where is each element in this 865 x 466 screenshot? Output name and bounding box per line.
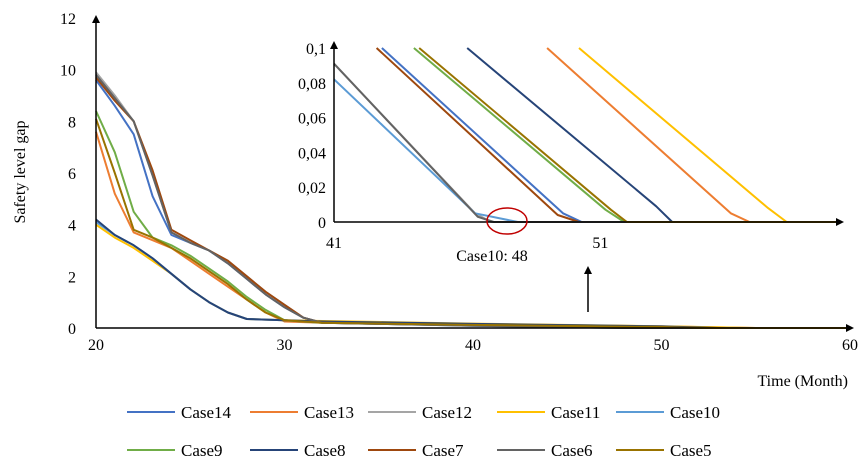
legend-item-case7: Case7 [368,441,464,460]
legend-label: Case5 [670,441,712,460]
x-axis-label: Time (Month) [757,373,848,390]
inset-tick-labels: 41 51 0 0,02 0,04 0,06 0,08 0,1 [298,41,608,252]
inset-y-tick-label: 0,08 [298,76,326,93]
y-tick-label: 6 [68,166,76,183]
inset-x-tick-label: 41 [326,235,342,252]
inset-y-tick-label: 0,02 [298,180,326,197]
case10-annotation: Case10: 48 [456,248,528,265]
legend: Case14 Case13 Case12 Case11 Case10 Case9 Case8… [127,403,720,460]
legend-label: Case13 [304,403,354,422]
legend-label: Case8 [304,441,346,460]
inset-y-tick-label: 0,1 [306,41,326,58]
x-tick-label: 60 [842,337,858,354]
legend-label: Case7 [422,441,464,460]
legend-item-case13: Case13 [250,403,354,422]
legend-label: Case9 [181,441,223,460]
y-tick-label: 12 [60,11,76,28]
main-plot: 20 30 40 50 60 0 2 4 6 8 10 12 Safety level gap Tim… [12,11,858,390]
legend-item-case14: Case14 [127,403,232,422]
main-series-lines [95,71,850,329]
inset-y-tick-label: 0 [318,215,326,232]
main-tick-labels: 20 30 40 50 60 0 2 4 6 8 10 12 [60,11,858,354]
legend-label: Case14 [181,403,232,422]
inset-y-tick-label: 0,04 [298,145,326,162]
x-tick-label: 50 [654,337,670,354]
inset-y-tick-label: 0,06 [298,111,326,128]
legend-item-case12: Case12 [368,403,472,422]
inset-plot: 41 51 0 0,02 0,04 0,06 0,08 0,1 Case10: 48 [298,41,844,265]
legend-item-case6: Case6 [497,441,593,460]
main-series-case10 [95,221,850,329]
y-tick-label: 2 [68,269,76,286]
main-series-case5 [95,118,850,329]
x-tick-label: 40 [465,337,481,354]
legend-item-case9: Case9 [127,441,223,460]
y-tick-label: 4 [68,218,76,235]
x-tick-label: 20 [88,337,104,354]
legend-label: Case10 [670,403,720,422]
legend-item-case8: Case8 [250,441,346,460]
x-tick-label: 30 [277,337,293,354]
case10-highlight-circle [486,207,528,235]
y-axis-label: Safety level gap [12,120,29,223]
y-tick-label: 8 [68,114,76,131]
y-tick-label: 10 [60,63,76,80]
legend-item-case11: Case11 [497,403,600,422]
inset-x-tick-label: 51 [592,235,608,252]
y-tick-label: 0 [68,321,76,338]
main-series-case11 [95,223,850,329]
legend-item-case5: Case5 [616,441,712,460]
legend-item-case10: Case10 [616,403,720,422]
legend-label: Case6 [551,441,593,460]
legend-label: Case11 [551,403,600,422]
legend-label: Case12 [422,403,472,422]
